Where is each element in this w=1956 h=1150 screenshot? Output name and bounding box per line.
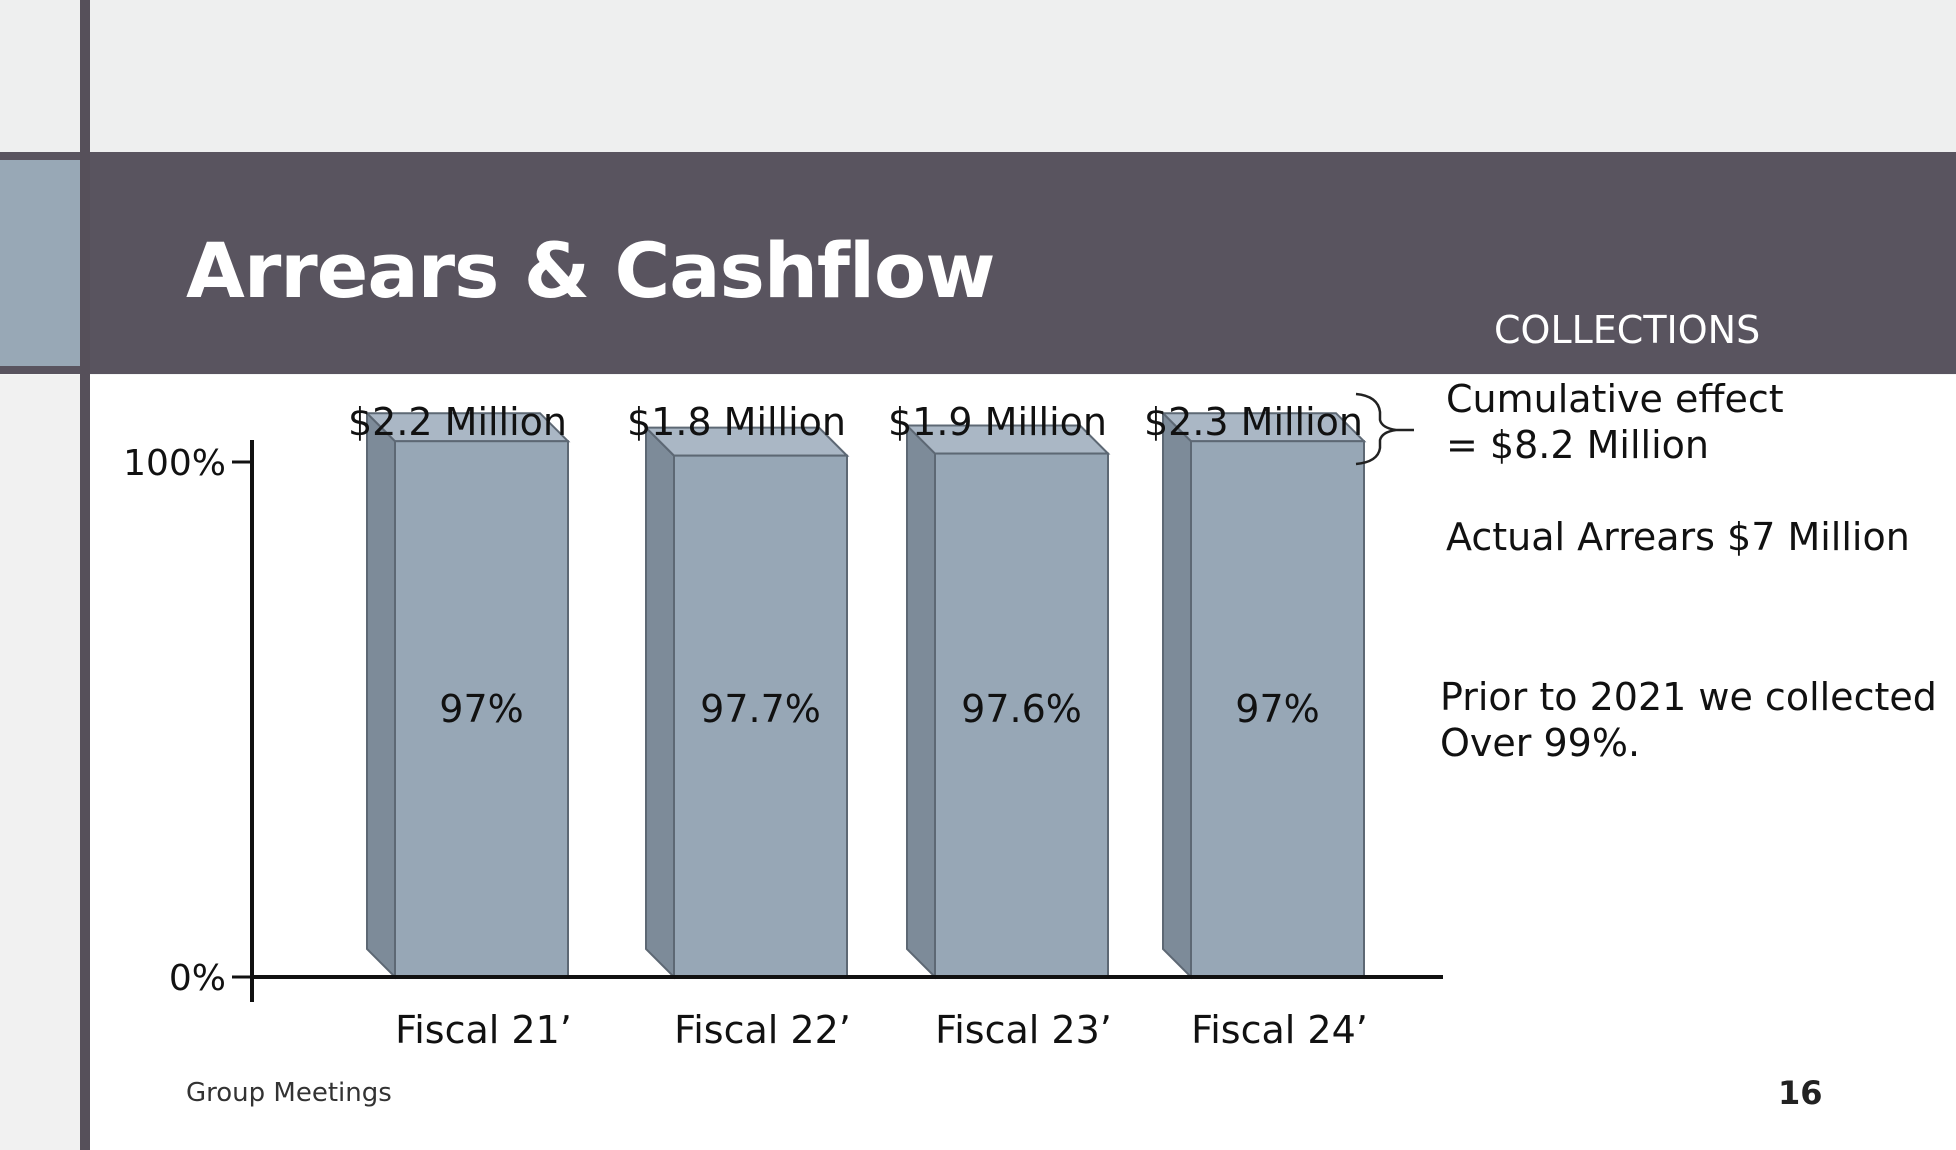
bar-side-face: [366, 410, 396, 980]
cumulative-effect-line1: Cumulative effect: [1446, 377, 1784, 421]
bar-value-label: 97.6%: [961, 687, 1082, 731]
left-margin-strip: [0, 375, 80, 1150]
vertical-divider-line: [80, 0, 90, 1150]
bar-amount-label: $2.2 Million: [348, 400, 567, 444]
section-label: COLLECTIONS: [1494, 308, 1761, 352]
y-tick-label: 100%: [123, 443, 226, 484]
cumulative-effect-line2: = $8.2 Million: [1446, 423, 1709, 467]
bar-value-label: 97.7%: [700, 687, 821, 731]
bar-side-face: [645, 425, 675, 980]
prior-collection-line1: Prior to 2021 we collected: [1440, 675, 1937, 719]
bar: [673, 454, 848, 978]
accent-square: [0, 160, 80, 366]
footer-text: Group Meetings: [186, 1078, 392, 1108]
curly-brace: [1355, 392, 1414, 466]
bar-side-face: [906, 423, 936, 980]
bar: [1190, 440, 1365, 978]
x-tick-label: Fiscal 23’: [935, 1008, 1112, 1052]
prior-collection-line2: Over 99%.: [1440, 721, 1641, 765]
x-tick-label: Fiscal 21’: [395, 1008, 572, 1052]
bar-value-label: 97%: [1235, 687, 1319, 731]
page-number: 16: [1778, 1074, 1823, 1112]
title-band: [0, 152, 1956, 374]
x-tick-label: Fiscal 22’: [674, 1008, 851, 1052]
bar-amount-label: $2.3 Million: [1144, 400, 1363, 444]
bar-amount-label: $1.9 Million: [888, 400, 1107, 444]
bar: [394, 440, 569, 978]
y-tick-label: 0%: [169, 958, 226, 999]
actual-arrears-note: Actual Arrears $7 Million: [1446, 515, 1910, 559]
slide-title: Arrears & Cashflow: [186, 226, 995, 315]
bar-value-label: 97%: [439, 687, 523, 731]
top-band: [0, 0, 1956, 152]
bar: [934, 452, 1109, 978]
bar-amount-label: $1.8 Million: [627, 400, 846, 444]
x-tick-label: Fiscal 24’: [1191, 1008, 1368, 1052]
bar-side-face: [1162, 410, 1192, 980]
